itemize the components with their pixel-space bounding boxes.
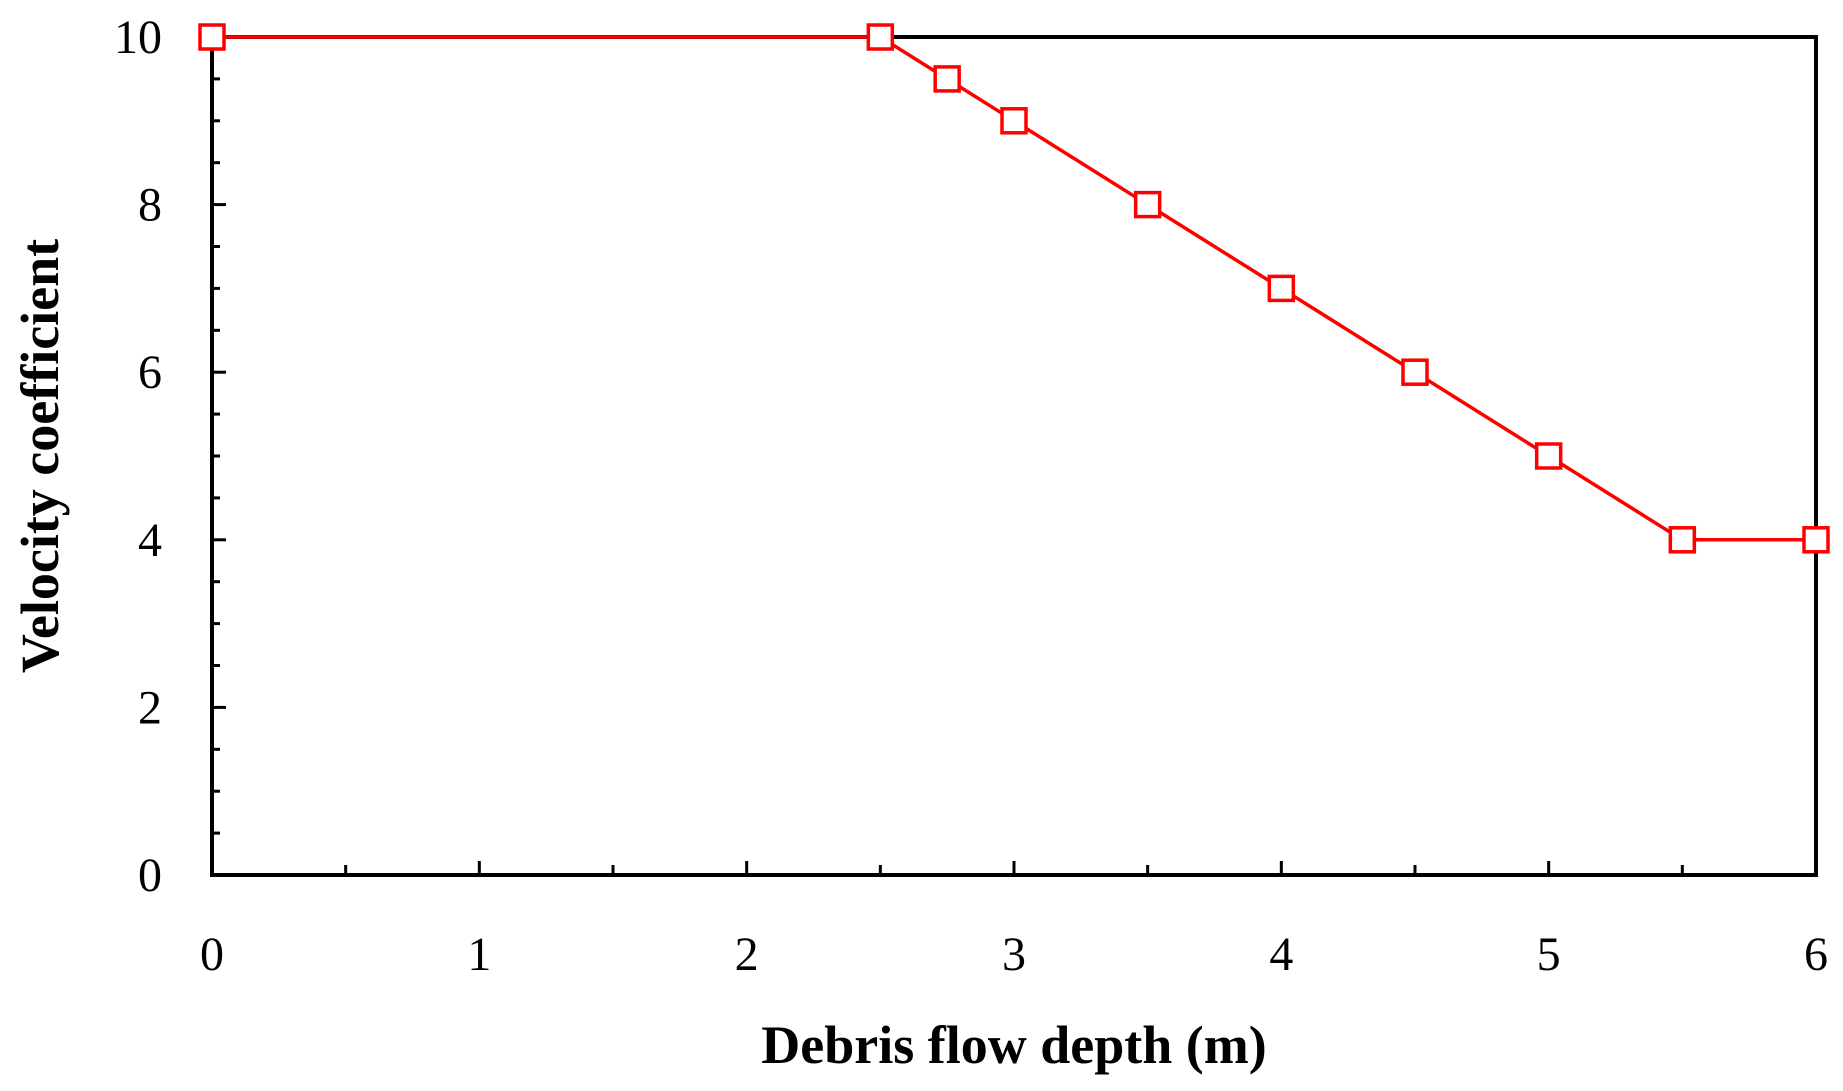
series-line (212, 35, 1816, 542)
y-tick-label: 2 (138, 681, 162, 734)
x-tick-label: 0 (200, 928, 224, 981)
series-group (198, 23, 1830, 554)
data-point (866, 23, 895, 51)
plot-frame (210, 35, 1818, 877)
x-axis-ticks (210, 861, 1818, 875)
x-axis-tick-labels: 0 1 2 3 4 5 6 (200, 928, 1828, 981)
x-tick-label: 6 (1804, 928, 1828, 981)
y-axis-ticks (212, 35, 226, 877)
x-tick-label: 4 (1269, 928, 1293, 981)
data-point (933, 65, 961, 93)
y-axis-tick-labels: 0 2 4 6 8 10 (114, 11, 162, 902)
data-point (1534, 442, 1563, 470)
y-tick-label: 10 (114, 11, 162, 64)
x-tick-label: 2 (735, 928, 759, 981)
x-tick-label: 3 (1002, 928, 1026, 981)
data-point (1000, 107, 1028, 135)
data-point (1802, 526, 1830, 554)
data-point (1668, 526, 1697, 554)
x-axis-title: Debris flow depth (m) (761, 1015, 1266, 1075)
y-tick-label: 4 (138, 514, 162, 567)
y-tick-label: 8 (138, 179, 162, 232)
x-tick-label: 1 (467, 928, 491, 981)
x-tick-label: 5 (1537, 928, 1561, 981)
y-tick-label: 0 (138, 849, 162, 902)
data-point (1267, 274, 1296, 303)
y-tick-label: 6 (138, 346, 162, 399)
data-point (1133, 190, 1162, 219)
y-axis-title: Velocity coefficient (10, 239, 70, 673)
data-point (198, 23, 226, 51)
data-point (1401, 358, 1429, 386)
